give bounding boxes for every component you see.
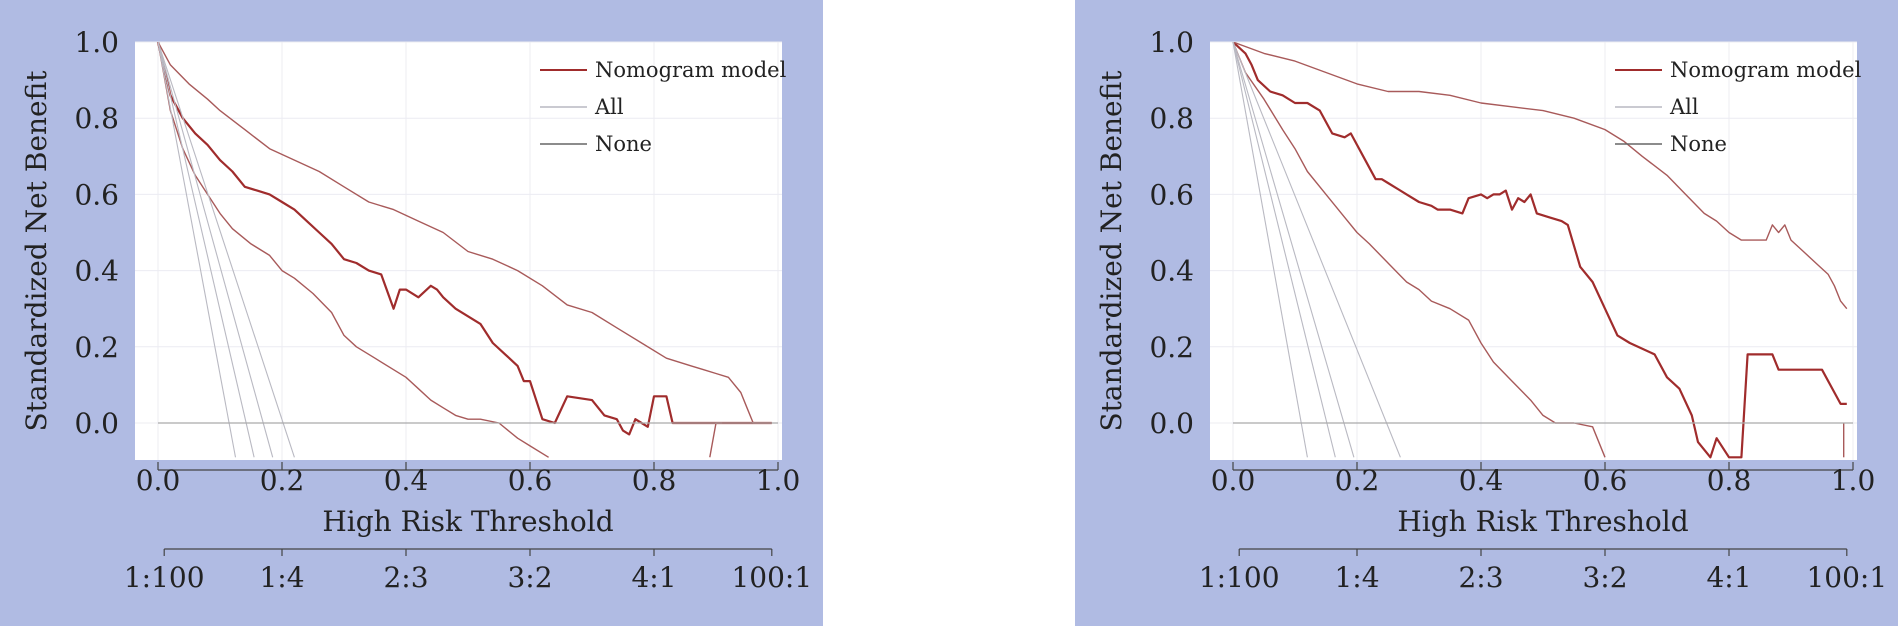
x-axis-label: High Risk Threshold <box>322 505 613 538</box>
y-tick-label: 0.0 <box>74 407 119 440</box>
y-tick-label: 0.4 <box>74 255 119 288</box>
y-tick-label: 0.6 <box>1149 178 1194 211</box>
x-tick-label: 0.4 <box>1459 464 1504 497</box>
series-line-all <box>1232 42 1336 458</box>
series-line-all <box>1232 42 1401 458</box>
legend-label: All <box>594 95 624 119</box>
x-tick-label: 0.6 <box>1583 464 1628 497</box>
x-tick-label: 0.6 <box>508 464 553 497</box>
series-line-model <box>1232 42 1847 459</box>
x-tick-label: 0.4 <box>384 464 429 497</box>
series-line-model <box>156 42 772 436</box>
y-tick-label: 1.0 <box>74 26 119 59</box>
cost-benefit-tick-label: 100:1 <box>1806 561 1887 594</box>
series-line-model_ci <box>157 42 549 458</box>
series-line-model_ci <box>157 42 772 424</box>
y-tick-label: 0.4 <box>1149 255 1194 288</box>
y-tick-label: 0.6 <box>74 178 119 211</box>
y-tick-label: 0.0 <box>1149 407 1194 440</box>
cost-benefit-tick-label: 3:2 <box>507 561 552 594</box>
series-line-all <box>1232 42 1308 458</box>
cost-benefit-tick-label: 4:1 <box>1706 561 1751 594</box>
series-line-model_ci <box>1232 42 1606 458</box>
cost-benefit-tick-label: 2:3 <box>1458 561 1503 594</box>
cost-benefit-tick-label: 1:4 <box>1334 561 1379 594</box>
x-tick-label: 0.0 <box>1211 464 1256 497</box>
series-group <box>1232 42 1853 459</box>
cost-benefit-tick-label: 2:3 <box>383 561 428 594</box>
decision-curve-chart-1: 0.0 0.2 0.4 0.6 0.8 1.0 0.0 0.2 0.4 0.6 0.8 1.0 High… <box>20 26 812 594</box>
cost-benefit-tick-label: 1:100 <box>1199 561 1280 594</box>
series-line-all <box>157 42 295 458</box>
x-tick-label: 0.8 <box>632 464 677 497</box>
cost-benefit-tick-label: 1:100 <box>124 561 205 594</box>
plot-area <box>135 42 782 460</box>
series-group <box>156 42 778 458</box>
x-tick-label: 0.8 <box>1707 464 1752 497</box>
x-axis-label: High Risk Threshold <box>1397 505 1688 538</box>
decision-curve-chart-2: 0.0 0.2 0.4 0.6 0.8 1.0 0.0 0.2 0.4 0.6 0.8 1.0 High… <box>1095 26 1887 594</box>
x-tick-label: 1.0 <box>756 464 801 497</box>
legend-label: None <box>1670 132 1727 156</box>
decision-curve-panel-1: 0.0 0.2 0.4 0.6 0.8 1.0 0.0 0.2 0.4 0.6 0.8 1.0 High… <box>0 0 823 626</box>
cost-benefit-tick-label: 3:2 <box>1582 561 1627 594</box>
y-tick-label: 0.8 <box>74 102 119 135</box>
cost-benefit-tick-label: 4:1 <box>631 561 676 594</box>
series-line-all <box>1232 42 1355 458</box>
x-tick-label: 0.0 <box>136 464 181 497</box>
cost-benefit-tick-label: 1:4 <box>259 561 304 594</box>
x-tick-label: 0.2 <box>1335 464 1380 497</box>
series-line-all <box>157 42 237 458</box>
legend-label: Nomogram model <box>595 58 787 82</box>
y-tick-label: 0.2 <box>1149 331 1194 364</box>
legend-label: None <box>595 132 652 156</box>
y-tick-label: 1.0 <box>1149 26 1194 59</box>
x-tick-label: 0.2 <box>260 464 305 497</box>
decision-curve-panel-2: 0.0 0.2 0.4 0.6 0.8 1.0 0.0 0.2 0.4 0.6 0.8 1.0 High… <box>1075 0 1898 626</box>
series-line-all <box>157 42 255 458</box>
x-tick-label: 1.0 <box>1831 464 1876 497</box>
series-line-all <box>157 42 274 458</box>
plot-area <box>1210 42 1857 460</box>
series-line-model_ci <box>1232 42 1848 310</box>
y-tick-label: 0.8 <box>1149 102 1194 135</box>
y-axis-label: Standardized Net Benefit <box>20 70 53 432</box>
cost-benefit-tick-label: 100:1 <box>731 561 812 594</box>
legend-label: Nomogram model <box>1670 58 1862 82</box>
legend-label: All <box>1669 95 1699 119</box>
y-axis-label: Standardized Net Benefit <box>1095 70 1128 432</box>
y-tick-label: 0.2 <box>74 331 119 364</box>
